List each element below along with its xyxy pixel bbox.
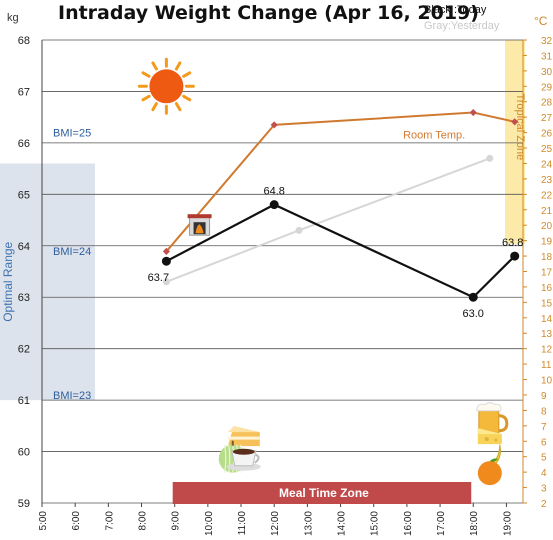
- y2-tick-label: 30: [541, 67, 553, 78]
- beer-icon: [476, 402, 509, 436]
- y2-tick-label: 17: [541, 268, 553, 279]
- x-tick-label: 12:00: [270, 511, 281, 536]
- fireplace-icon: [187, 214, 212, 236]
- y-tick-label: 61: [18, 395, 30, 407]
- y-tick-label: 67: [18, 86, 30, 98]
- legend-today: Black :Today: [424, 4, 487, 16]
- y-tick-label: 64: [18, 241, 30, 253]
- meal-time-zone-label: Meal Time Zone: [279, 486, 369, 500]
- y-tick-label: 66: [18, 138, 30, 150]
- room-temp-point: [511, 118, 519, 126]
- y2-tick-label: 11: [541, 360, 552, 371]
- y2-axis-unit: °C: [534, 14, 548, 28]
- x-tick-label: 17:00: [436, 511, 447, 536]
- y2-tick-label: 13: [541, 329, 553, 340]
- yesterday-point: [295, 226, 303, 234]
- today-data-label: 63.0: [463, 308, 484, 320]
- x-tick-label: 15:00: [370, 511, 381, 536]
- x-tick-label: 14:00: [337, 511, 348, 536]
- x-tick-label: 5:00: [38, 511, 49, 531]
- x-tick-label: 6:00: [71, 511, 82, 531]
- tropical-zone-label: Tropical Zone: [514, 93, 526, 160]
- today-data-label: 63.7: [148, 272, 169, 284]
- room-temp-label: Room Temp.: [403, 130, 465, 142]
- bmi-label: BMI=24: [53, 246, 91, 258]
- x-tick-label: 16:00: [403, 511, 414, 536]
- y2-tick-label: 8: [541, 406, 547, 417]
- y2-tick-label: 20: [541, 221, 553, 232]
- y-tick-label: 62: [18, 344, 30, 356]
- x-tick-label: 8:00: [138, 511, 149, 531]
- y2-tick-label: 10: [541, 376, 553, 387]
- y2-tick-label: 18: [541, 252, 553, 263]
- coffee-icon: [226, 448, 261, 471]
- y-tick-label: 68: [18, 35, 30, 47]
- today-point: [161, 256, 171, 266]
- y2-tick-label: 31: [541, 51, 553, 62]
- orange-icon: [477, 458, 502, 486]
- bmi-label: BMI=25: [53, 128, 91, 140]
- y2-tick-label: 32: [541, 36, 553, 47]
- yesterday-point: [162, 278, 170, 286]
- y-tick-label: 60: [18, 447, 30, 459]
- bmi-label: BMI=23: [53, 390, 91, 402]
- y2-tick-label: 5: [541, 453, 547, 464]
- y2-tick-label: 24: [541, 159, 553, 170]
- y2-tick-label: 28: [541, 98, 553, 109]
- x-tick-label: 18:00: [469, 511, 480, 536]
- today-point: [510, 251, 520, 261]
- room-temp-point: [469, 109, 477, 117]
- y2-tick-label: 2: [541, 499, 547, 510]
- x-tick-label: 10:00: [204, 511, 215, 536]
- cheese-icon: [477, 428, 502, 445]
- y2-tick-label: 9: [541, 391, 547, 402]
- legend-yesterday: Gray:Yesterday: [424, 20, 500, 32]
- today-line: [165, 203, 516, 299]
- y2-tick-label: 7: [541, 422, 547, 433]
- meal-time-zone-bar: [172, 482, 472, 504]
- y2-tick-label: 14: [541, 314, 553, 325]
- y2-tick-label: 22: [541, 190, 553, 201]
- y-axis-unit: kg: [7, 12, 19, 24]
- chart-title: Intraday Weight Change (Apr 16, 2019): [58, 2, 479, 24]
- room-temp-point: [270, 121, 278, 129]
- y2-tick-label: 4: [541, 468, 547, 479]
- y-tick-label: 65: [18, 189, 30, 201]
- cake-icon: [227, 426, 260, 447]
- room-temp-line: [165, 111, 515, 253]
- y-tick-label: 63: [18, 292, 30, 304]
- tropical-zone-band: [505, 40, 525, 244]
- y2-tick-label: 3: [541, 484, 547, 495]
- y2-tick-label: 27: [541, 113, 553, 124]
- optimal-range-label: Optimal Range: [1, 241, 15, 321]
- y2-tick-label: 6: [541, 437, 547, 448]
- today-point: [468, 292, 478, 302]
- y-tick-label: 59: [18, 498, 30, 510]
- today-data-label: 63.8: [502, 237, 523, 249]
- x-tick-label: 19:00: [502, 511, 513, 536]
- today-data-label: 64.8: [263, 186, 284, 198]
- y2-tick-label: 12: [541, 345, 553, 356]
- room-temp-point: [162, 247, 170, 255]
- x-tick-label: 9:00: [171, 511, 182, 531]
- x-tick-label: 7:00: [104, 511, 115, 531]
- y2-tick-label: 21: [541, 206, 553, 217]
- y2-tick-label: 26: [541, 129, 553, 140]
- sun-icon: [137, 57, 195, 115]
- x-tick-label: 13:00: [303, 511, 314, 536]
- y2-tick-label: 29: [541, 82, 553, 93]
- y2-tick-label: 16: [541, 283, 553, 294]
- y2-tick-label: 25: [541, 144, 553, 155]
- today-point: [269, 200, 279, 210]
- y2-tick-label: 19: [541, 237, 553, 248]
- yesterday-line: [166, 157, 491, 283]
- x-tick-label: 11:00: [237, 511, 248, 536]
- y2-tick-label: 23: [541, 175, 553, 186]
- optimal-range-band: [0, 163, 95, 401]
- yesterday-point: [486, 154, 494, 162]
- y2-tick-label: 15: [541, 298, 553, 309]
